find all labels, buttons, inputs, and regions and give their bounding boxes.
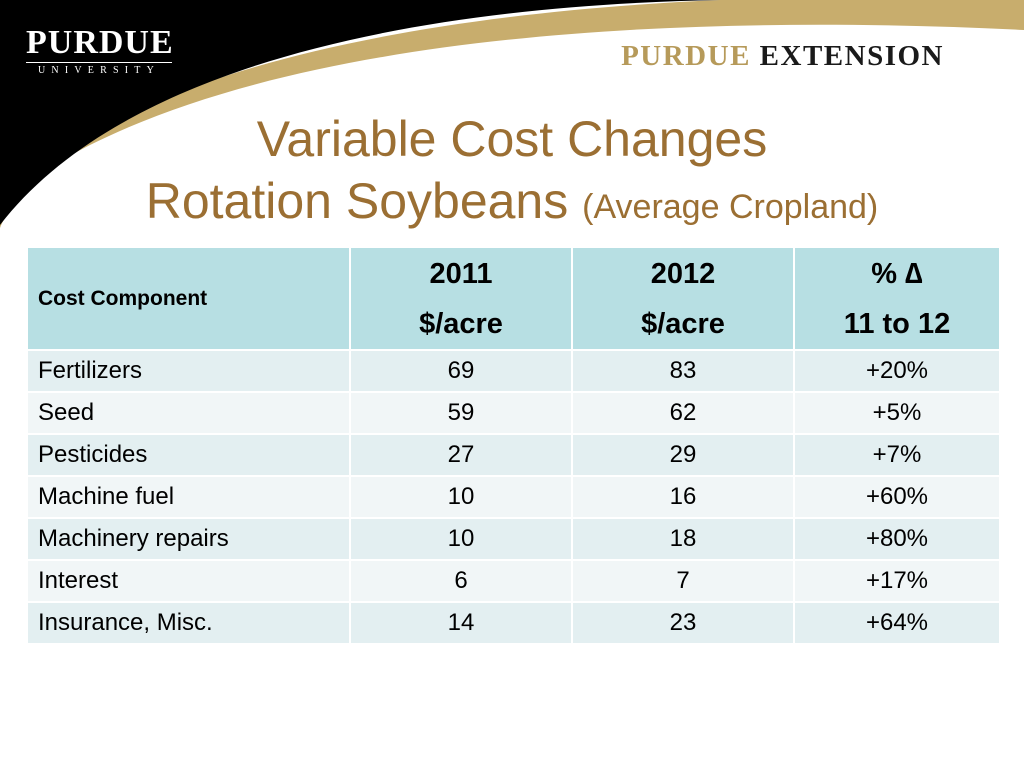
header-swoosh-background (0, 0, 1024, 228)
cell-2011: 14 (349, 601, 573, 645)
purdue-extension-logo: PURDUE EXTENSION (621, 40, 944, 73)
cell-component: Interest (26, 559, 351, 603)
header-2011-unit: $/acre (419, 307, 503, 340)
cell-component: Machinery repairs (26, 517, 351, 561)
cell-change: +64% (793, 601, 1001, 645)
cell-change: +80% (793, 517, 1001, 561)
cell-2011: 59 (349, 391, 573, 435)
slide-title: Variable Cost Changes Rotation Soybeans … (0, 108, 1024, 238)
cell-component: Seed (26, 391, 351, 435)
header-2012-year: 2012 (650, 257, 716, 290)
logo-sub-text: UNIVERSITY (26, 62, 172, 76)
cell-change: +7% (793, 433, 1001, 477)
cell-change: +5% (793, 391, 1001, 435)
cell-2012: 16 (571, 475, 795, 519)
table-row: Pesticides 27 29 +7% (26, 433, 1001, 477)
table-header-row: Cost Component 2011 $/acre 2012 $/acre %… (26, 246, 1001, 351)
cell-component: Fertilizers (26, 349, 351, 393)
title-line-2: Rotation Soybeans (Average Cropland) (0, 170, 1024, 238)
cell-2012: 29 (571, 433, 795, 477)
logo-main-text: PURDUE (26, 24, 174, 61)
header-2012-unit: $/acre (641, 307, 725, 340)
table-row: Machine fuel 10 16 +60% (26, 475, 1001, 519)
black-swoosh (0, 0, 720, 225)
gold-swoosh-band (0, 0, 1024, 228)
cell-2011: 10 (349, 475, 573, 519)
cell-change: +17% (793, 559, 1001, 603)
cell-2011: 27 (349, 433, 573, 477)
cell-component: Insurance, Misc. (26, 601, 351, 645)
cell-2012: 83 (571, 349, 795, 393)
cell-2012: 62 (571, 391, 795, 435)
table-row: Insurance, Misc. 14 23 +64% (26, 601, 1001, 645)
header-2011-year: 2011 (429, 257, 493, 290)
title-line-2-subtitle: (Average Cropland) (582, 188, 879, 226)
header-2012: 2012 $/acre (571, 246, 795, 351)
header-2011: 2011 $/acre (349, 246, 573, 351)
cell-2012: 7 (571, 559, 795, 603)
cell-change: +20% (793, 349, 1001, 393)
cell-change: +60% (793, 475, 1001, 519)
table-row: Machinery repairs 10 18 +80% (26, 517, 1001, 561)
header-percent-change-symbol: % ∆ (871, 257, 923, 290)
cell-2011: 6 (349, 559, 573, 603)
cost-table: Cost Component 2011 $/acre 2012 $/acre %… (26, 246, 1001, 645)
cell-2012: 23 (571, 601, 795, 645)
purdue-university-logo: PURDUE UNIVERSITY (26, 24, 174, 76)
cell-2012: 18 (571, 517, 795, 561)
cell-component: Machine fuel (26, 475, 351, 519)
cell-2011: 69 (349, 349, 573, 393)
extension-logo-purdue: PURDUE (621, 40, 751, 72)
table-row: Interest 6 7 +17% (26, 559, 1001, 603)
header-cost-component: Cost Component (26, 246, 351, 351)
cell-component: Pesticides (26, 433, 351, 477)
header-percent-change-range: 11 to 12 (843, 307, 951, 340)
table-row: Fertilizers 69 83 +20% (26, 349, 1001, 393)
header-percent-change: % ∆ 11 to 12 (793, 246, 1001, 351)
title-line-2-main: Rotation Soybeans (145, 173, 569, 229)
title-line-1: Variable Cost Changes (256, 111, 768, 167)
table-row: Seed 59 62 +5% (26, 391, 1001, 435)
cell-2011: 10 (349, 517, 573, 561)
extension-logo-extension: EXTENSION (759, 40, 944, 72)
